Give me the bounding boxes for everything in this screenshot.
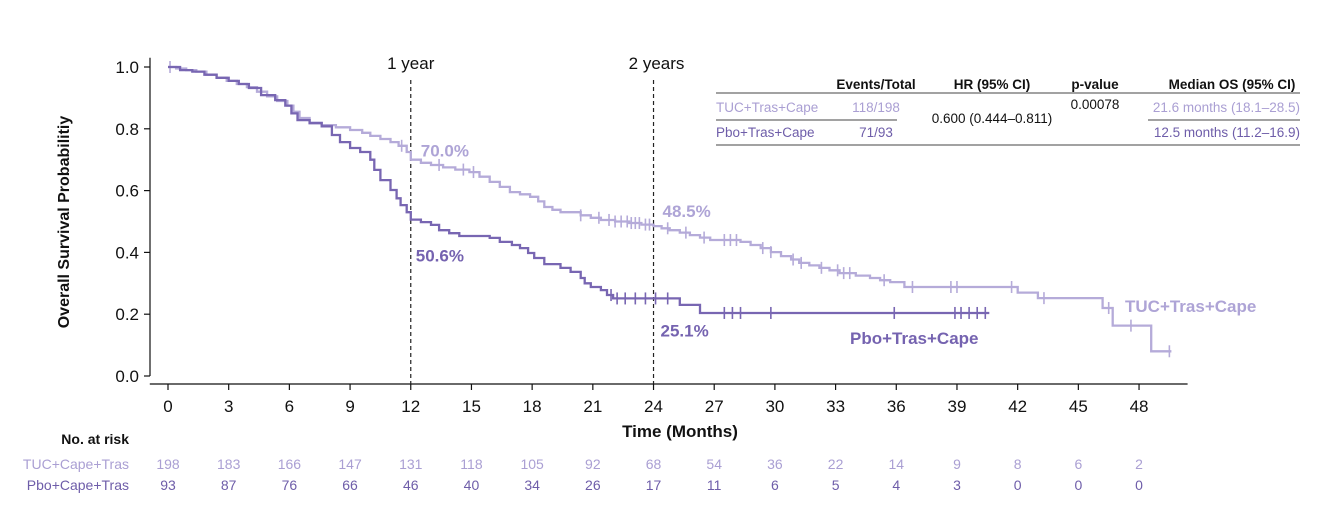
table-header-median: Median OS (95% CI): [1169, 77, 1296, 92]
risk-count: 87: [221, 477, 237, 493]
risk-count: 6: [1074, 456, 1082, 472]
risk-count: 68: [646, 456, 662, 472]
table-header-events: Events/Total: [836, 77, 915, 92]
risk-count: 40: [464, 477, 480, 493]
x-tick-label: 24: [644, 397, 663, 416]
risk-count: 0: [1014, 477, 1022, 493]
table-header-p-value: p-value: [1071, 77, 1119, 92]
table-row-arm: TUC+Tras+Cape: [716, 100, 818, 115]
survival-annotation: 25.1%: [661, 321, 709, 340]
risk-count: 147: [338, 456, 362, 472]
risk-count: 5: [832, 477, 840, 493]
x-tick-label: 39: [948, 397, 967, 416]
y-tick-label: 0.2: [115, 305, 139, 324]
risk-count: 3: [953, 477, 961, 493]
y-tick-label: 0.0: [115, 367, 139, 386]
x-tick-label: 12: [401, 397, 420, 416]
risk-count: 8: [1014, 456, 1022, 472]
survival-curves: [168, 61, 1172, 358]
risk-count: 76: [282, 477, 298, 493]
risk-row-label: Pbo+Cape+Tras: [27, 477, 129, 493]
risk-count: 14: [888, 456, 904, 472]
x-tick-label: 0: [163, 397, 172, 416]
risk-count: 93: [160, 477, 176, 493]
y-axis-title: Overall Survival Probabilitiy: [56, 116, 73, 329]
risk-row-label: TUC+Cape+Tras: [23, 456, 129, 472]
x-tick-label: 36: [887, 397, 906, 416]
risk-count: 34: [524, 477, 540, 493]
risk-count: 4: [892, 477, 900, 493]
reference-line-label: 1 year: [387, 54, 435, 73]
risk-count: 183: [217, 456, 241, 472]
x-tick-label: 45: [1069, 397, 1088, 416]
x-tick-label: 15: [462, 397, 481, 416]
risk-count: 46: [403, 477, 419, 493]
annotations: 70.0% 48.5% 50.6% 25.1% TUC+Tras+Cape Pbo+Tra…: [416, 142, 1257, 348]
risk-table-title: No. at risk: [61, 431, 129, 447]
table-row-arm: Pbo+Tras+Cape: [716, 125, 815, 140]
risk-count: 0: [1135, 477, 1143, 493]
table-row-median: 12.5 months (11.2–16.9): [1154, 125, 1300, 140]
risk-count: 118: [460, 456, 483, 472]
x-tick-label: 27: [705, 397, 724, 416]
y-tick-label: 0.8: [115, 120, 139, 139]
x-tick-label: 3: [224, 397, 233, 416]
x-tick-label: 30: [765, 397, 784, 416]
table-row-events: 71/93: [859, 125, 893, 140]
risk-count: 54: [706, 456, 722, 472]
risk-count: 17: [646, 477, 662, 493]
risk-count: 0: [1074, 477, 1082, 493]
pbo-series-label: Pbo+Tras+Cape: [850, 329, 979, 348]
reference-lines: 1 year 2 years: [387, 54, 684, 384]
survival-annotation: 50.6%: [416, 247, 464, 266]
reference-line-label: 2 years: [629, 54, 685, 73]
risk-count: 92: [585, 456, 601, 472]
y-tick-label: 1.0: [115, 58, 139, 77]
y-tick-label: 0.6: [115, 182, 139, 201]
survival-annotation: 70.0%: [421, 142, 469, 161]
x-tick-label: 9: [345, 397, 354, 416]
survival-annotation: 48.5%: [663, 202, 711, 221]
risk-count: 6: [771, 477, 779, 493]
x-tick-label: 48: [1130, 397, 1149, 416]
pbo-survival-curve: [168, 65, 990, 315]
risk-table: No. at risk TUC+Cape+Tras 198 183 166 147 131…: [23, 431, 1143, 493]
risk-count: 9: [953, 456, 961, 472]
summary-table: Events/Total HR (95% CI) p-value Median …: [716, 77, 1300, 146]
x-tick-label: 21: [583, 397, 602, 416]
tuc-series-label: TUC+Tras+Cape: [1125, 297, 1256, 316]
x-tick-label: 18: [523, 397, 542, 416]
axes: 0.00.20.40.60.81.00 3 6 9 12 15 18 21 24 27 30 33 36…: [115, 57, 1188, 416]
risk-count: 2: [1135, 456, 1143, 472]
table-row-median: 21.6 months (18.1–28.5): [1153, 100, 1300, 115]
risk-count: 131: [399, 456, 423, 472]
risk-count: 198: [156, 456, 180, 472]
risk-count: 105: [520, 456, 544, 472]
risk-count: 36: [767, 456, 783, 472]
risk-count: 22: [828, 456, 844, 472]
table-header-hr: HR (95% CI): [954, 77, 1031, 92]
risk-count: 166: [278, 456, 302, 472]
table-row-events: 118/198: [852, 100, 900, 115]
x-axis-title: Time (Months): [622, 422, 738, 441]
risk-count: 26: [585, 477, 601, 493]
x-tick-label: 6: [285, 397, 294, 416]
table-p-value: 0.00078: [1071, 97, 1120, 112]
risk-count: 11: [707, 477, 722, 493]
risk-count: 66: [342, 477, 358, 493]
table-hr-value: 0.600 (0.444–0.811): [932, 111, 1053, 126]
y-tick-label: 0.4: [115, 243, 139, 262]
x-tick-label: 42: [1008, 397, 1027, 416]
x-tick-label: 33: [826, 397, 845, 416]
